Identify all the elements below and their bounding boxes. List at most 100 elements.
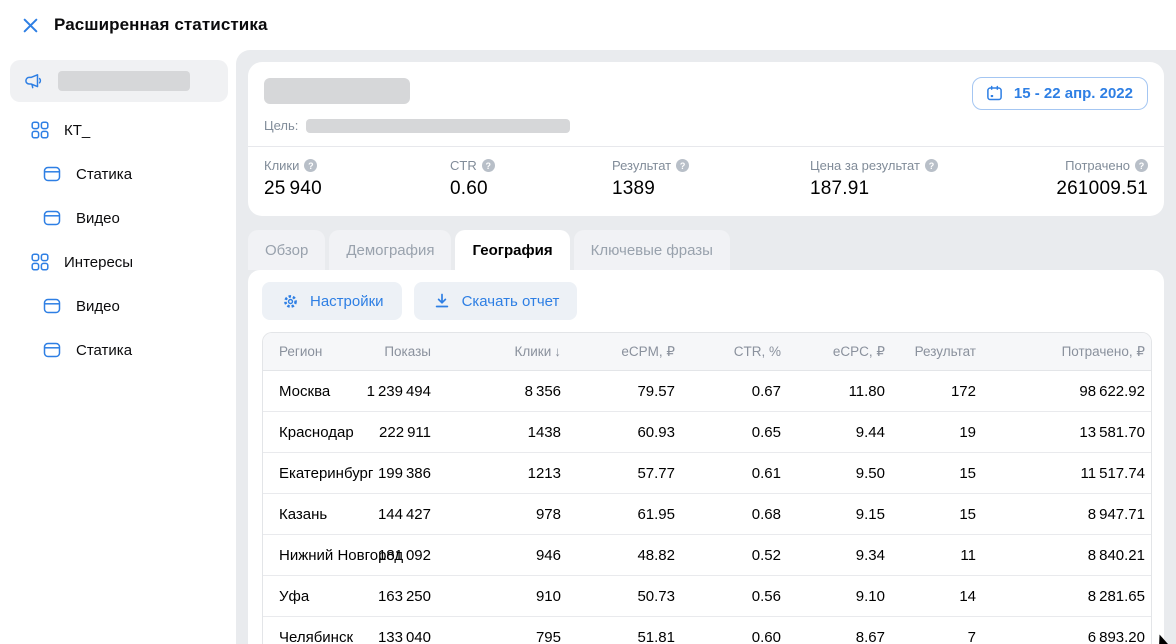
close-icon <box>20 17 40 34</box>
col-kliki[interactable]: Клики↓ <box>431 344 561 359</box>
cell-ctr: 0.65 <box>675 424 781 441</box>
sidebar-item-statika-2[interactable]: Статика <box>0 328 236 372</box>
col-label: eCPC, ₽ <box>833 344 885 360</box>
col-ecpc[interactable]: eCPC, ₽ <box>781 344 885 360</box>
download-report-button[interactable]: Скачать отчет <box>414 282 578 320</box>
sidebar-item-label: Статика <box>76 166 132 183</box>
metric-cena-za-rezultat: Цена за результат?187.91 <box>810 158 1056 200</box>
cell-ecpc: 9.15 <box>781 506 885 523</box>
megaphone-icon <box>24 71 44 91</box>
col-label: Показы <box>384 344 431 359</box>
cell-ctr: 0.60 <box>675 629 781 644</box>
tab-obzor[interactable]: Обзор <box>248 230 325 270</box>
tab-geografiya[interactable]: География <box>455 230 569 270</box>
metric-kliki: Клики?25 940 <box>264 158 450 200</box>
sidebar-item-interesy[interactable]: Интересы <box>0 240 236 284</box>
banner-icon <box>42 297 62 315</box>
col-ecpm[interactable]: eCPM, ₽ <box>561 344 675 360</box>
table-header: РегионПоказыКлики↓eCPM, ₽CTR, %eCPC, ₽Ре… <box>263 333 1151 371</box>
cell-ecpm: 48.82 <box>561 547 675 564</box>
tab-label: Демография <box>346 242 434 259</box>
cell-kliki: 978 <box>431 506 561 523</box>
help-icon[interactable]: ? <box>925 159 938 172</box>
cell-ecpc: 9.50 <box>781 465 885 482</box>
cell-potracheno: 8 281.65 <box>976 588 1145 605</box>
sidebar-item-campaign[interactable] <box>10 60 228 102</box>
metric-label: Цена за результат <box>810 158 920 173</box>
cell-ecpc: 9.10 <box>781 588 885 605</box>
cell-potracheno: 6 893.20 <box>976 629 1145 644</box>
metric-label: Клики <box>264 158 299 173</box>
col-region[interactable]: Регион <box>279 344 394 359</box>
cell-region: Екатеринбург <box>279 465 394 482</box>
settings-button[interactable]: Настройки <box>262 282 402 320</box>
help-icon[interactable]: ? <box>676 159 689 172</box>
sidebar-item-video[interactable]: Видео <box>0 196 236 240</box>
table-row: Уфа163 25091050.730.569.10148 281.65 <box>263 576 1151 617</box>
sidebar-item-video-2[interactable]: Видео <box>0 284 236 328</box>
goal-row: Цель: <box>264 118 1148 133</box>
help-icon[interactable]: ? <box>1135 159 1148 172</box>
col-pokazy[interactable]: Показы <box>394 344 431 359</box>
cell-rezultat: 15 <box>885 465 976 482</box>
cell-ecpm: 50.73 <box>561 588 675 605</box>
tab-label: География <box>472 242 552 259</box>
main-area: 15 - 22 апр. 2022 Цель: Клики?25 940CTR?… <box>236 50 1176 644</box>
cell-region: Казань <box>279 506 394 523</box>
tab-klyuchevye-frazy[interactable]: Ключевые фразы <box>574 230 730 270</box>
date-range-label: 15 - 22 апр. 2022 <box>1014 85 1133 102</box>
cell-pokazy: 163 250 <box>394 588 431 605</box>
cell-pokazy: 1 239 494 <box>394 383 431 400</box>
sidebar-item-statika[interactable]: Статика <box>0 152 236 196</box>
campaign-name-redacted <box>264 78 410 104</box>
metric-label-row: CTR? <box>450 158 612 173</box>
cell-rezultat: 11 <box>885 547 976 564</box>
col-label: eCPM, ₽ <box>621 344 675 360</box>
cell-region: Нижний Новгород <box>279 547 394 564</box>
cell-potracheno: 8 840.21 <box>976 547 1145 564</box>
cell-region: Челябинск <box>279 629 394 644</box>
grid-icon <box>30 253 50 271</box>
cell-kliki: 8 356 <box>431 383 561 400</box>
metric-ctr: CTR? 0.60 <box>450 158 612 200</box>
cell-ecpm: 61.95 <box>561 506 675 523</box>
date-range-button[interactable]: 15 - 22 апр. 2022 <box>972 77 1148 110</box>
close-button[interactable] <box>19 14 41 36</box>
cell-potracheno: 11 517.74 <box>976 465 1145 482</box>
metric-value: 0.60 <box>450 178 612 200</box>
col-label: Клики <box>515 344 552 359</box>
sort-desc-icon: ↓ <box>554 344 561 359</box>
sidebar-item-label: Статика <box>76 342 132 359</box>
col-label: Потрачено, ₽ <box>1062 344 1145 360</box>
metric-label-row: Клики? <box>264 158 450 173</box>
metric-label-row: Цена за результат? <box>810 158 1056 173</box>
help-icon[interactable]: ? <box>482 159 495 172</box>
help-icon[interactable]: ? <box>304 159 317 172</box>
modal-body: КТ_ Статика Видео Интересы Видео Статика 15 -… <box>0 50 1176 644</box>
cell-potracheno: 13 581.70 <box>976 424 1145 441</box>
gear-icon <box>280 293 300 310</box>
cell-rezultat: 15 <box>885 506 976 523</box>
table-row: Екатеринбург199 386121357.770.619.501511… <box>263 453 1151 494</box>
banner-icon <box>42 341 62 359</box>
tab-label: Обзор <box>265 242 308 259</box>
cell-kliki: 1213 <box>431 465 561 482</box>
col-potracheno[interactable]: Потрачено, ₽ <box>976 344 1145 360</box>
cell-ecpc: 8.67 <box>781 629 885 644</box>
toolbar: Настройки Скачать отчет <box>262 282 1152 320</box>
col-label: CTR, % <box>734 344 781 359</box>
cell-rezultat: 172 <box>885 383 976 400</box>
tab-demografiya[interactable]: Демография <box>329 230 451 270</box>
cell-rezultat: 19 <box>885 424 976 441</box>
table-row: Челябинск133 04079551.810.608.6776 893.2… <box>263 617 1151 644</box>
cell-pokazy: 144 427 <box>394 506 431 523</box>
metric-value: 261009.51 <box>1056 178 1148 200</box>
sidebar-item-kt[interactable]: КТ_ <box>0 108 236 152</box>
metric-label-row: Результат? <box>612 158 810 173</box>
sidebar-item-label: Интересы <box>64 254 133 271</box>
cell-kliki: 795 <box>431 629 561 644</box>
col-ctr[interactable]: CTR, % <box>675 344 781 359</box>
table-row: Москва1 239 4948 35679.570.6711.8017298 … <box>263 371 1151 412</box>
col-rezultat[interactable]: Результат <box>885 344 976 359</box>
page-title: Расширенная статистика <box>54 15 268 35</box>
